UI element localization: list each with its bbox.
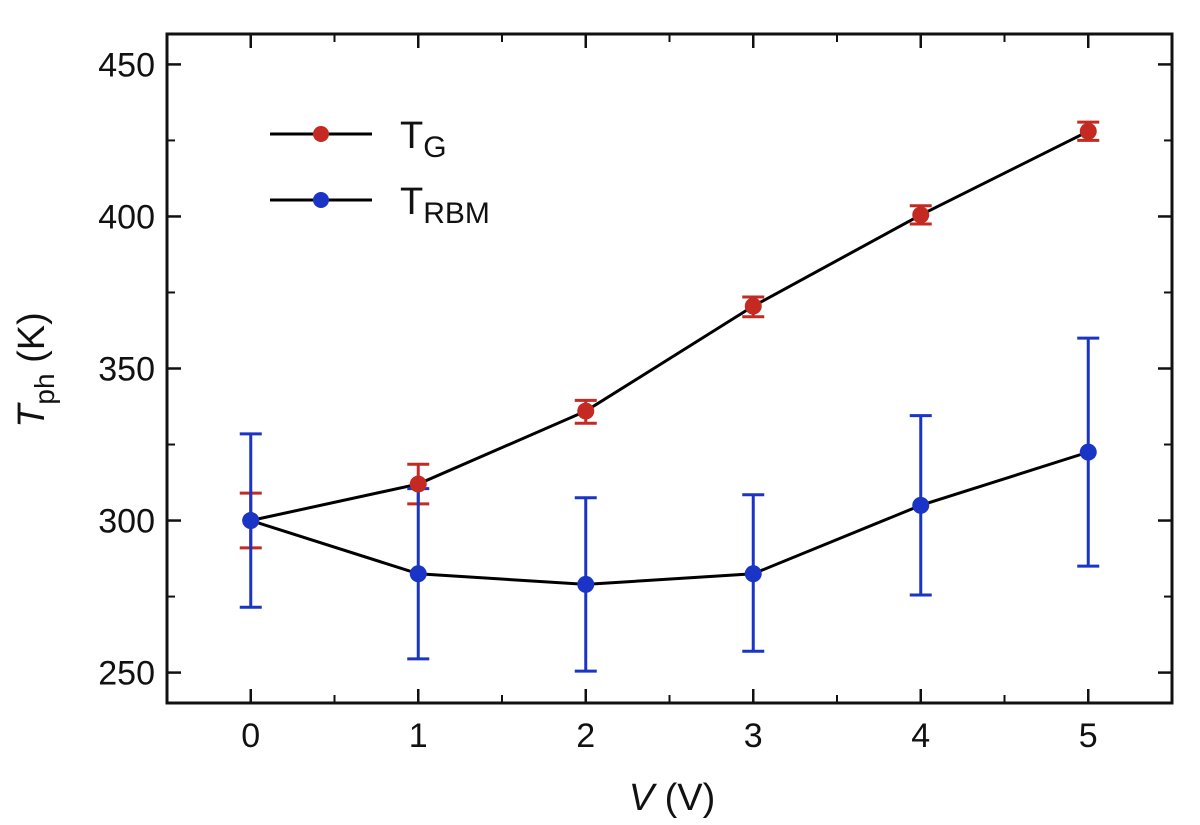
legend-main-trbm: T xyxy=(400,181,423,223)
y-axis-label: Tph (K) xyxy=(11,312,60,428)
data-point-0 xyxy=(577,402,595,420)
x-axis-variable: V xyxy=(629,777,658,819)
x-tick-label: 3 xyxy=(744,717,763,755)
data-point-1 xyxy=(409,565,427,583)
series-line-0 xyxy=(250,129,1089,523)
data-point-1 xyxy=(912,496,930,514)
legend: TG TRBM xyxy=(270,115,490,230)
legend-marker-tg xyxy=(313,126,329,142)
data-point-0 xyxy=(1079,122,1097,140)
data-point-1 xyxy=(242,512,260,530)
data-point-1 xyxy=(744,565,762,583)
y-axis-unit: (K) xyxy=(11,312,53,373)
axes: 0 1 2 3 4 5 250 300 350 400 450 xyxy=(98,32,1174,755)
legend-main-tg: T xyxy=(400,115,423,157)
y-axis-subscript: ph xyxy=(29,373,60,404)
data-point-1 xyxy=(1079,443,1097,461)
legend-label-tg: TG xyxy=(400,115,447,164)
x-tick-label: 5 xyxy=(1079,717,1098,755)
x-tick-label: 2 xyxy=(576,717,595,755)
data-point-0 xyxy=(744,297,762,315)
y-tick-label: 250 xyxy=(98,655,155,693)
y-tick-label: 400 xyxy=(98,198,155,236)
x-tick-label: 4 xyxy=(911,717,930,755)
series-line-1 xyxy=(250,450,1089,586)
x-axis-label: V (V) xyxy=(629,777,716,819)
legend-label-trbm: TRBM xyxy=(400,181,490,230)
data-point-1 xyxy=(577,575,595,593)
plot-area xyxy=(239,120,1100,673)
data-point-0 xyxy=(912,206,930,224)
y-tick-label: 350 xyxy=(98,351,155,389)
legend-marker-trbm xyxy=(313,192,329,208)
x-axis-unit: (V) xyxy=(654,777,715,819)
y-tick-label: 300 xyxy=(98,503,155,541)
legend-subscript-trbm: RBM xyxy=(423,197,490,230)
y-axis-variable: T xyxy=(11,402,53,428)
x-tick-label: 1 xyxy=(409,717,428,755)
y-tick-label: 450 xyxy=(98,46,155,84)
data-point-0 xyxy=(409,475,427,493)
x-tick-label: 0 xyxy=(241,717,260,755)
legend-subscript-tg: G xyxy=(423,131,446,164)
